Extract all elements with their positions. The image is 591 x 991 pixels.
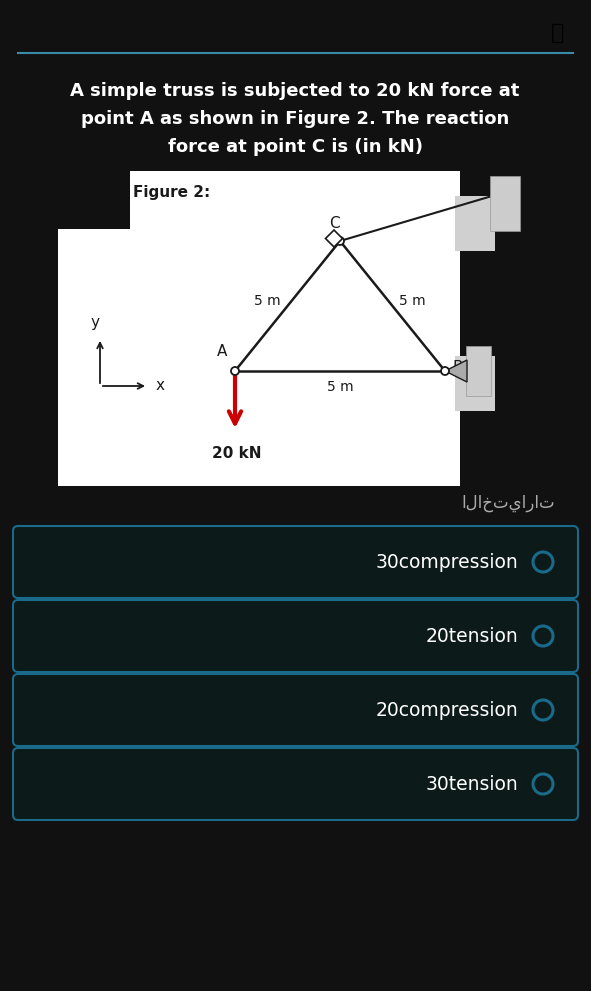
FancyBboxPatch shape: [13, 600, 578, 672]
Text: Figure 2:: Figure 2:: [133, 185, 210, 200]
Circle shape: [231, 367, 239, 375]
Bar: [58, 171, 535, 486]
Bar: [460, 171, 535, 486]
Bar: [326, 230, 343, 247]
Text: 💡: 💡: [551, 23, 564, 43]
Text: 20compression: 20compression: [375, 701, 518, 719]
Text: الاختيارات: الاختيارات: [462, 494, 555, 512]
Bar: [455, 356, 495, 411]
Text: B: B: [453, 360, 463, 375]
FancyBboxPatch shape: [13, 674, 578, 746]
Bar: [490, 176, 520, 231]
Bar: [466, 346, 491, 396]
Text: A: A: [217, 344, 227, 359]
Text: 5 m: 5 m: [327, 380, 353, 394]
Text: force at point C is (in kN): force at point C is (in kN): [167, 138, 423, 156]
Text: 5 m: 5 m: [399, 294, 426, 308]
Text: x: x: [156, 379, 165, 393]
Text: C: C: [329, 216, 339, 231]
Text: point A as shown in Figure 2. The reaction: point A as shown in Figure 2. The reacti…: [81, 110, 509, 128]
FancyBboxPatch shape: [13, 748, 578, 820]
Text: A simple truss is subjected to 20 kN force at: A simple truss is subjected to 20 kN for…: [70, 82, 519, 100]
Text: 30compression: 30compression: [375, 553, 518, 572]
Circle shape: [336, 237, 344, 245]
Bar: [58, 171, 130, 229]
Polygon shape: [445, 360, 467, 382]
Bar: [455, 196, 495, 251]
Text: 20tension: 20tension: [426, 626, 518, 645]
Text: 5 m: 5 m: [254, 294, 281, 308]
Circle shape: [441, 367, 449, 375]
Text: 30tension: 30tension: [426, 775, 518, 794]
FancyBboxPatch shape: [13, 526, 578, 598]
Text: 20 kN: 20 kN: [212, 446, 262, 461]
Text: y: y: [90, 315, 99, 330]
